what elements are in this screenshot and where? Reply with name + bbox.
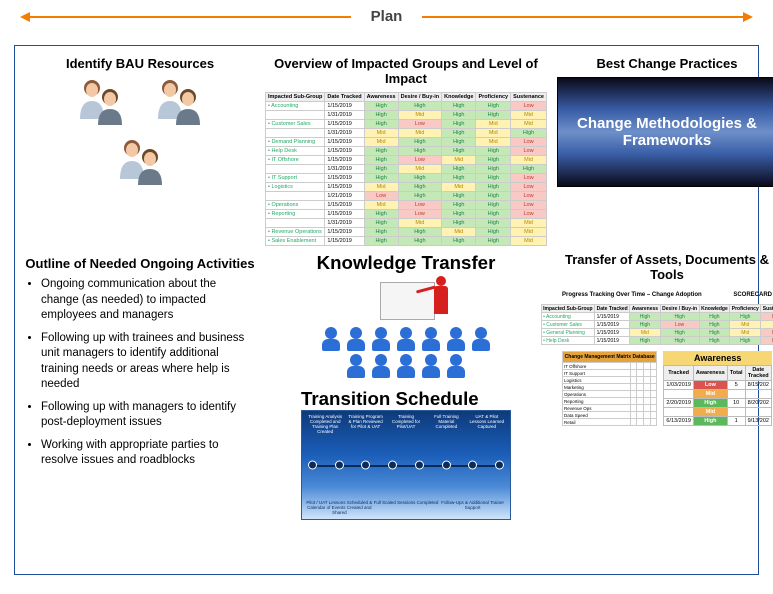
person-pair-icon [152,77,204,129]
timeline-node-icon [415,461,424,470]
database-table: Change Management Matrix DatabaseIT Offs… [562,351,657,426]
person-pair-icon [114,137,166,189]
identify-bau-title: Identify BAU Resources [66,56,214,71]
attendee-icon [321,327,341,351]
activity-bullet: Following up with managers to identify p… [41,400,255,431]
timeline-node-icon [308,461,317,470]
attendee-icon [396,327,416,351]
identify-bau-cell: Identify BAU Resources [25,56,255,246]
timeline-label: Follow-Ups & Additional Trainer Support [439,501,506,516]
timeline-dots [308,461,504,470]
plan-header: Plan [0,0,773,33]
awareness-title: Awareness [663,351,772,365]
transition-schedule-block: Transition Schedule Training Analysis Co… [301,382,511,520]
activity-bullet: Following up with trainees and business … [41,331,255,393]
attendee-icon [446,354,466,378]
awareness-card: Awareness TrackedAwarenessTotalDate Trac… [663,351,772,426]
attendee-icon [346,327,366,351]
activities-list: Ongoing communication about the change (… [25,277,255,476]
teacher-icon [434,286,448,314]
ongoing-activities-cell: Outline of Needed Ongoing Activities Ong… [25,252,255,564]
people-graphic [60,77,220,197]
ongoing-activities-title: Outline of Needed Ongoing Activities [25,256,254,271]
timeline-node-icon [361,461,370,470]
knowledge-transfer-title: Knowledge Transfer [317,252,496,274]
plan-panel: Identify BAU Resources Overview of Impac… [14,45,759,575]
banner-wrap: Change Methodologies & Frameworks [557,77,773,187]
attendee-icon [471,327,491,351]
timeline-node-icon [495,461,504,470]
impact-heatmap-table: Impacted Sub-GroupDate TrackedAwarenessD… [265,92,547,246]
transition-schedule-title: Transition Schedule [301,388,511,410]
timeline-node-icon [335,461,344,470]
attendee-icon [346,354,366,378]
attendee-icon [421,354,441,378]
timeline-top-labels: Training Analysis Completed and Training… [306,415,506,435]
timeline-label: Training Program & Plan Reviewed for Pil… [346,415,384,435]
mini-grid: Change Management Matrix DatabaseIT Offs… [562,351,772,426]
timeline-label: Training Completed for Pilot/UAT [387,415,425,435]
attendee-icon [371,327,391,351]
arrow-left-icon [20,16,351,18]
transfer-assets-title: Transfer of Assets, Documents & Tools [557,252,773,282]
timeline-label: Full Training Material Completed [427,415,465,435]
timeline-graphic: Training Analysis Completed and Training… [301,410,511,520]
timeline-node-icon [388,461,397,470]
attendee-icon [446,327,466,351]
knowledge-transition-cell: Knowledge Transfer Transition Schedule T… [265,252,547,564]
activity-bullet: Working with appropriate parties to reso… [41,438,255,469]
best-practices-cell: Best Change Practices Change Methodologi… [557,56,773,246]
timeline-label: Training Analysis Completed and Training… [306,415,344,435]
arrow-right-icon [422,16,753,18]
timeline-label: Full Scaled Sessions Completed [373,501,440,516]
classroom-graphic [316,278,496,378]
timeline-node-icon [442,461,451,470]
scorecard-table: Impacted Sub-GroupDate TrackedAwarenessD… [541,304,773,345]
awareness-table: TrackedAwarenessTotalDate Tracked1/03/20… [663,365,772,426]
person-pair-icon [74,77,126,129]
best-practices-title: Best Change Practices [597,56,738,71]
page-title: Plan [371,8,403,25]
assets-graphics: Progress Tracking Over Time – Change Ado… [557,292,773,426]
timeline-label: Pilot / UAT Lessons Scheduled & Calendar… [306,501,373,516]
scorecard-left: Progress Tracking Over Time – Change Ado… [562,292,702,298]
impacted-groups-title: Overview of Impacted Groups and Level of… [265,56,547,86]
methodologies-banner: Change Methodologies & Frameworks [557,77,773,187]
activity-bullet: Ongoing communication about the change (… [41,277,255,324]
attendee-icon [371,354,391,378]
scorecard-right: SCORECARD [733,292,772,298]
scorecard-header: Progress Tracking Over Time – Change Ado… [562,292,772,298]
attendee-icon [421,327,441,351]
attendee-icon [396,354,416,378]
timeline-label: UAT & Pilot Lessons Learned Captured [468,415,506,435]
audience-icons [316,327,496,378]
timeline-node-icon [468,461,477,470]
transfer-assets-cell: Transfer of Assets, Documents & Tools Pr… [557,252,773,564]
timeline-bottom-labels: Pilot / UAT Lessons Scheduled & Calendar… [306,501,506,516]
impacted-groups-cell: Overview of Impacted Groups and Level of… [265,56,547,246]
